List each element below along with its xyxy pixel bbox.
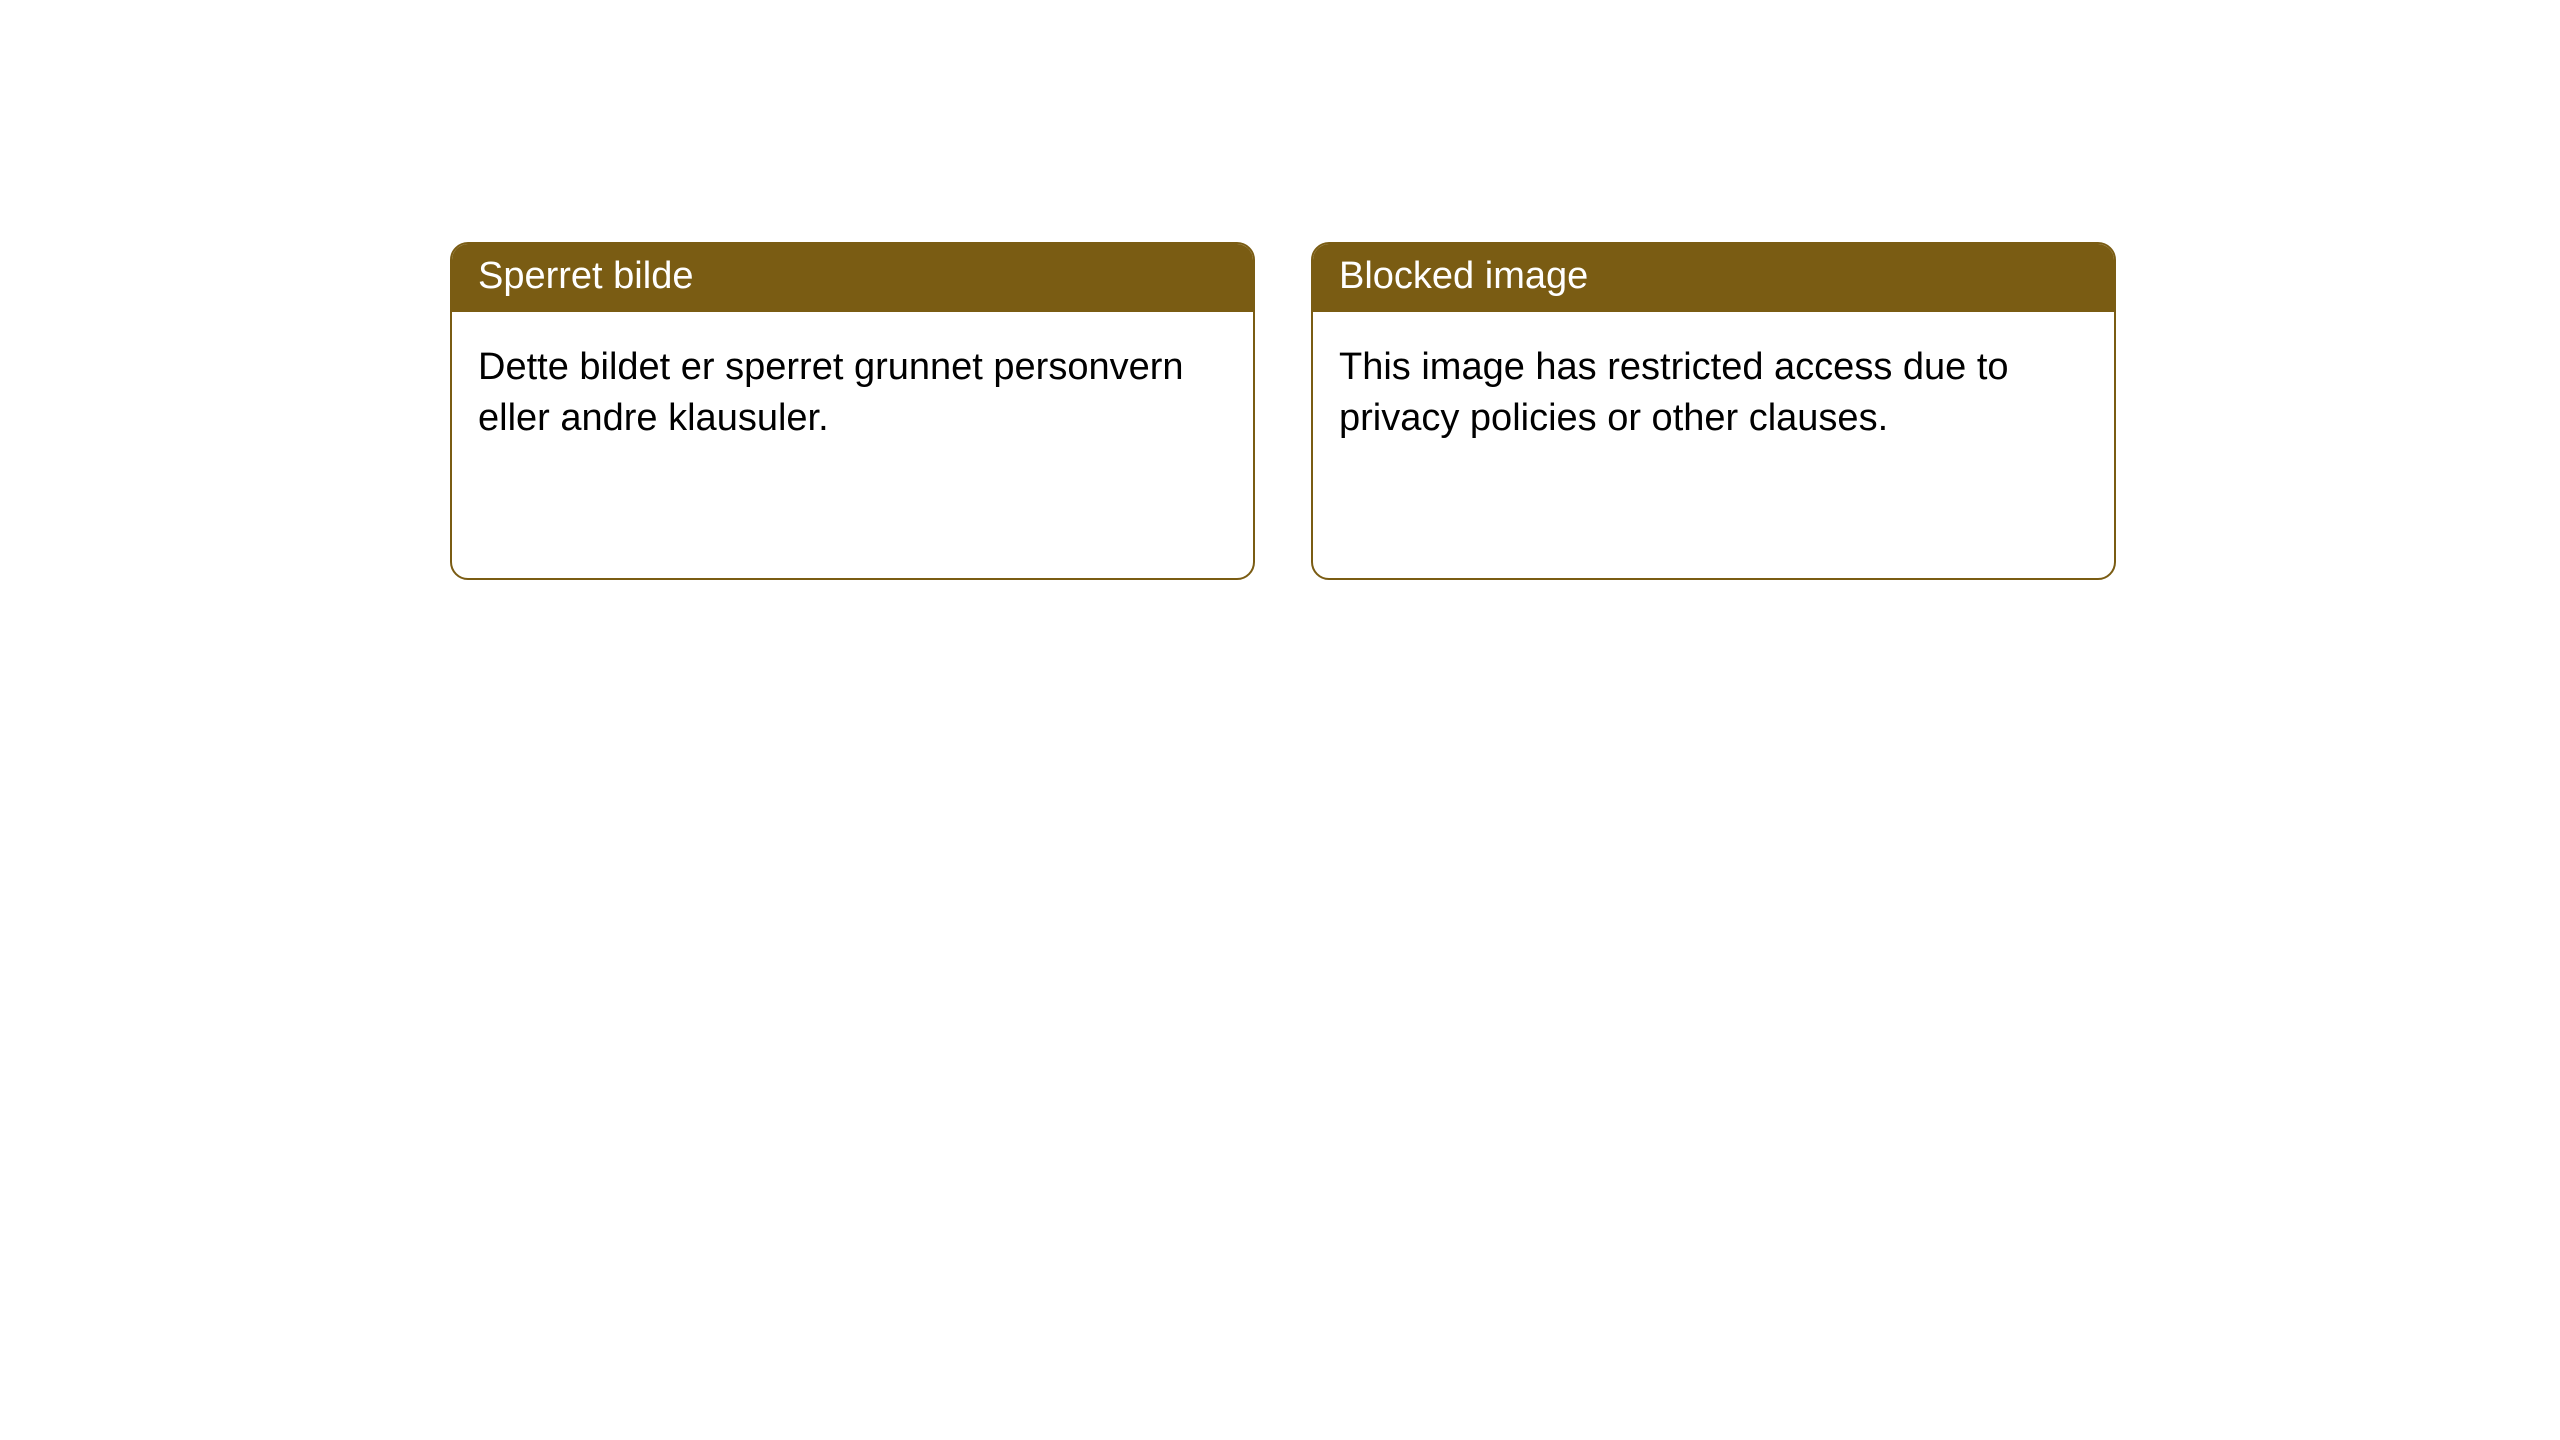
notice-header: Sperret bilde xyxy=(452,244,1253,312)
notice-body: Dette bildet er sperret grunnet personve… xyxy=(452,312,1253,475)
notice-box-english: Blocked image This image has restricted … xyxy=(1311,242,2116,580)
notice-body: This image has restricted access due to … xyxy=(1313,312,2114,475)
notice-header: Blocked image xyxy=(1313,244,2114,312)
notice-box-norwegian: Sperret bilde Dette bildet er sperret gr… xyxy=(450,242,1255,580)
notices-container: Sperret bilde Dette bildet er sperret gr… xyxy=(450,242,2116,580)
